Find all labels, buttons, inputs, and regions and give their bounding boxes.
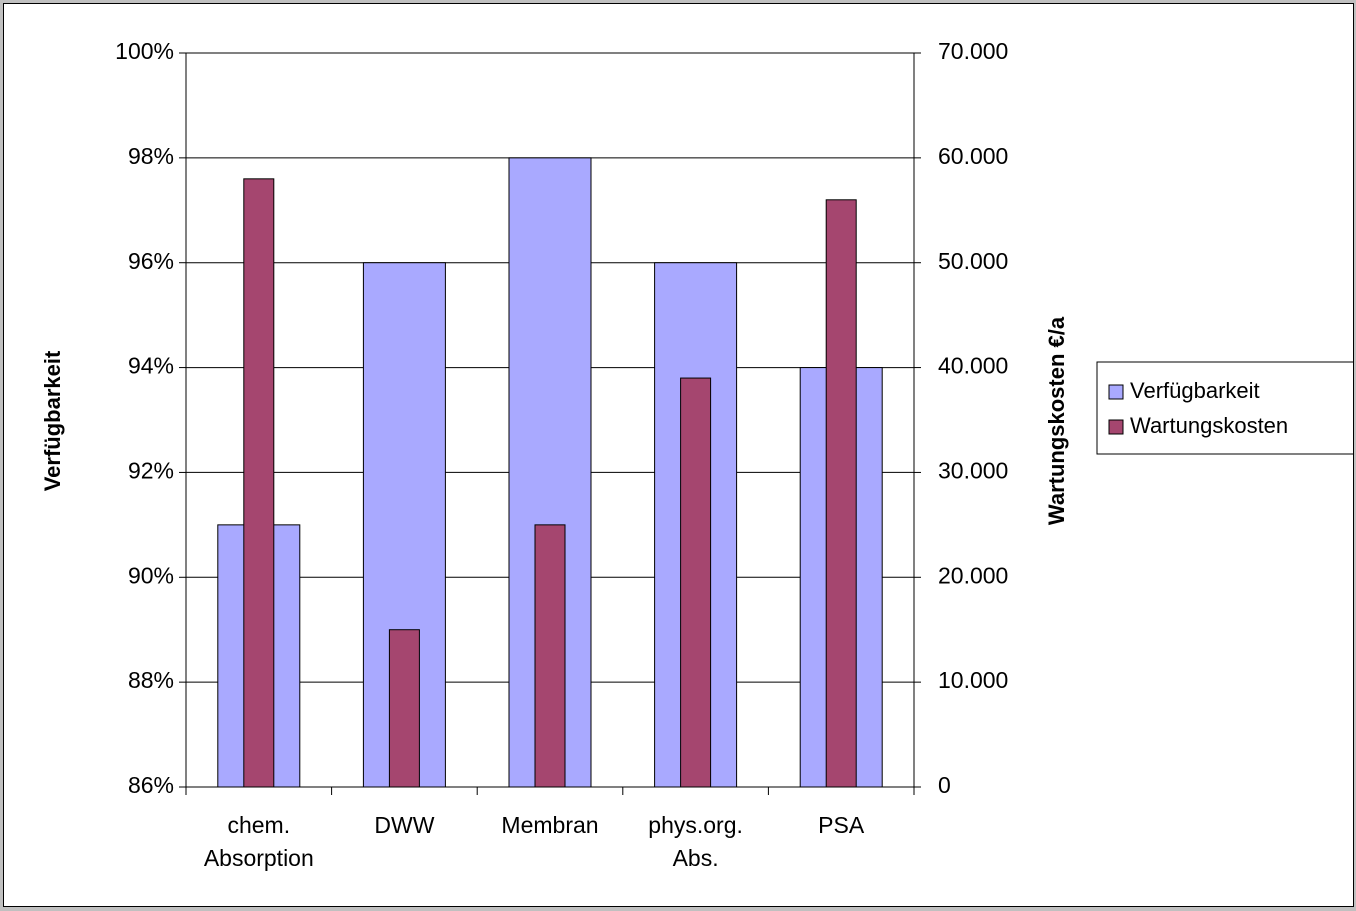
y-left-tick-label: 92% <box>128 458 174 484</box>
y-right-tick-label: 70.000 <box>938 38 1008 64</box>
y-left-tick-label: 88% <box>128 667 174 693</box>
x-tick-label: DWW <box>374 812 434 838</box>
chart-frame: 86% 88% 90% 92% 94% 96% 98% 100% 0 10.000 20.000 30… <box>3 3 1354 907</box>
legend-box <box>1096 361 1353 455</box>
legend-label: Wartungskosten <box>1130 413 1288 438</box>
x-tick-label: PSA <box>818 812 865 838</box>
y-axis-left-title: Verfügbarkeit <box>40 350 65 491</box>
chart-svg: 86% 88% 90% 92% 94% 96% 98% 100% 0 10.000 20.000 30… <box>40 38 1353 871</box>
bar-wartungskosten <box>243 178 275 788</box>
tick-labels: 86% 88% 90% 92% 94% 96% 98% 100% 0 10.000 20.000 30… <box>115 38 1008 871</box>
x-tick-label: phys.org. <box>648 812 743 838</box>
bar-wartungskosten <box>825 199 857 788</box>
y-left-tick-label: 94% <box>128 353 174 379</box>
x-tick-label: chem. <box>227 812 290 838</box>
y-right-tick-label: 40.000 <box>938 353 1008 379</box>
bar-wartungskosten <box>680 377 712 788</box>
y-right-tick-label: 50.000 <box>938 248 1008 274</box>
y-left-tick-label: 100% <box>115 38 174 64</box>
x-tick-label: Absorption <box>204 845 314 871</box>
axes <box>179 52 921 795</box>
legend-swatch <box>1108 384 1124 400</box>
legend-swatch <box>1108 419 1124 435</box>
bar-wartungskosten <box>388 629 420 788</box>
bar-wartungskosten <box>534 524 566 788</box>
y-left-tick-label: 86% <box>128 772 174 798</box>
y-right-tick-label: 30.000 <box>938 458 1008 484</box>
legend-label: Verfügbarkeit <box>1130 378 1260 403</box>
x-tick-label: Membran <box>501 812 598 838</box>
y-axis-right-title: Wartungskosten €/a <box>1044 316 1069 525</box>
bars <box>217 157 883 788</box>
y-right-tick-label: 60.000 <box>938 143 1008 169</box>
y-left-tick-label: 96% <box>128 248 174 274</box>
y-right-tick-label: 10.000 <box>938 667 1008 693</box>
y-left-tick-label: 98% <box>128 143 174 169</box>
y-right-tick-label: 0 <box>938 772 951 798</box>
x-tick-label: Abs. <box>673 845 719 871</box>
y-right-tick-label: 20.000 <box>938 562 1008 588</box>
y-left-tick-label: 90% <box>128 562 174 588</box>
legend: Verfügbarkeit Wartungskosten <box>1096 361 1353 455</box>
